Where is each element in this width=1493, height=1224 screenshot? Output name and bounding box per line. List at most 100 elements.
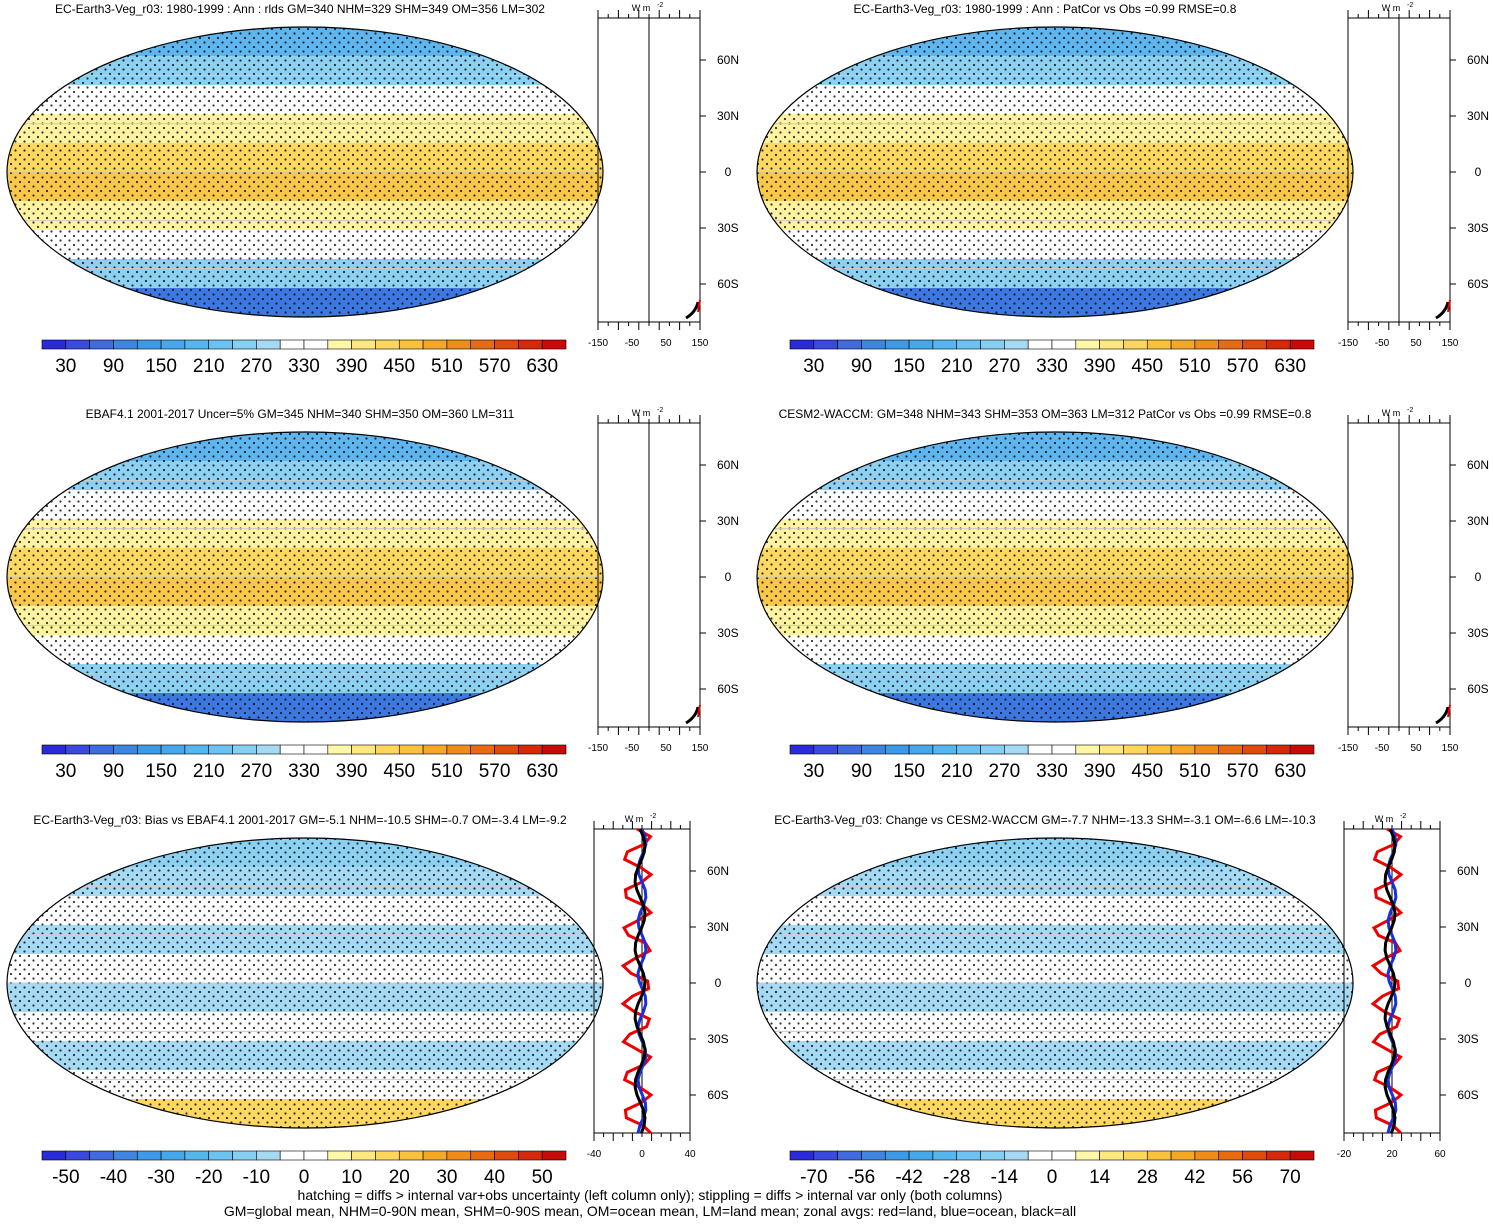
colorbar-label: 510 [1179,761,1211,782]
zonal-curve [633,828,647,1134]
colorbar-box [303,744,329,755]
colorbar-box [813,1150,838,1161]
colorbar-box [327,339,352,350]
lat-label: 60S [717,682,738,696]
colorbar-box [813,744,838,755]
colorbar-label: 0 [1047,1167,1058,1188]
colorbar-box [232,339,257,350]
colorbar-box [1075,1150,1100,1161]
map [7,432,603,722]
zonal-x-tick-label: -150 [588,743,608,754]
colorbar-label: 90 [103,761,124,782]
zonal-x-tick-label: 40 [684,1149,696,1160]
colorbar-box [113,744,138,755]
colorbar-label: 450 [1131,356,1163,377]
colorbar-box [837,339,862,350]
lat-label: 60N [717,458,739,472]
colorbar-box [494,1150,519,1161]
colorbar-box [184,744,210,755]
colorbar-label: -70 [800,1167,827,1188]
colorbar-box [446,339,472,350]
colorbar-box [1218,1150,1243,1161]
lat-label: 30S [707,1032,728,1046]
colorbar-box [884,744,910,755]
colorbar-label: 150 [893,356,925,377]
colorbar-box [160,744,186,755]
colorbar-label: 42 [1184,1167,1205,1188]
colorbar-box [956,339,981,350]
zonal-x-tick-label: -150 [588,338,608,349]
colorbar-label: 570 [479,761,511,782]
zonal-x-tick-label: 50 [1410,338,1422,349]
zonal-curve [1447,299,1451,313]
lat-label: 0 [1465,976,1472,990]
colorbar-label: 30 [55,761,76,782]
panel: EC-Earth3-Veg_r03: Change vs CESM2-WACCM… [756,813,1479,1188]
zonal-x-tick-label: 150 [692,743,709,754]
colorbar-box [1004,744,1029,755]
map-border [6,431,604,723]
colorbar-label: 630 [1274,761,1306,782]
colorbar-box [113,339,138,350]
colorbar-box [256,339,281,350]
footer-line: GM=global mean, NHM=0-90N mean, SHM=0-90… [224,1203,1076,1219]
lat-label: 30N [1467,109,1489,123]
colorbar-label: 40 [484,1167,505,1188]
colorbar-box [1004,339,1029,350]
colorbar-box [89,1150,114,1161]
colorbar-label: 150 [145,356,177,377]
colorbar-label: 510 [1179,356,1211,377]
colorbar-box [884,339,910,350]
colorbar-label: 390 [336,761,368,782]
colorbar-box [980,1150,1005,1161]
colorbar-box [89,744,114,755]
colorbar-label: 450 [383,356,415,377]
panel: EBAF4.1 2001-2017 Uncer=5% GM=345 NHM=34… [6,407,739,782]
colorbar-label: 28 [1137,1167,1158,1188]
colorbar-box [422,744,448,755]
panel-title: EBAF4.1 2001-2017 Uncer=5% GM=345 NHM=34… [86,407,515,421]
colorbar-box [351,1150,376,1161]
zonal-unit-exp: -2 [657,407,663,414]
zonal-x-tick-label: 60 [1434,1149,1446,1160]
lat-label: 60S [707,1088,728,1102]
colorbar-label: 270 [241,356,273,377]
colorbar-box [398,1150,424,1161]
colorbar-label: 30 [803,761,824,782]
colorbar-box [303,339,329,350]
colorbar-box [1242,744,1267,755]
colorbar-box [470,339,495,350]
colorbar-box [1266,744,1291,755]
map [757,27,1353,317]
colorbar-box [256,744,281,755]
colorbar-label: 630 [526,761,558,782]
zonal-curve [697,704,701,718]
zonal-unit: W m [1382,3,1401,13]
colorbar-box [279,744,305,755]
colorbar-label: 90 [851,761,872,782]
lat-label: 30S [1467,626,1488,640]
colorbar-box [1123,744,1148,755]
colorbar-box [279,339,305,350]
colorbar-box [494,744,519,755]
colorbar-label: 510 [431,761,463,782]
colorbar-label: -40 [100,1167,127,1188]
colorbar-box [518,744,543,755]
colorbar-box [1123,1150,1148,1161]
colorbar-label: 630 [1274,356,1306,377]
colorbar-box [1289,339,1315,350]
zonal-x-tick-label: 50 [660,743,672,754]
colorbar-label: 270 [241,761,273,782]
colorbar-box [41,339,67,350]
zonal-x-tick-label: 20 [1386,1149,1398,1160]
colorbar-box [375,744,400,755]
lat-label: 60N [717,53,739,67]
colorbar-box [541,339,567,350]
panel-title: EC-Earth3-Veg_r03: 1980-1999 : Ann : rld… [55,2,545,16]
map-border [756,26,1354,318]
panel: EC-Earth3-Veg_r03: 1980-1999 : Ann : Pat… [756,2,1489,377]
panel: EC-Earth3-Veg_r03: 1980-1999 : Ann : rld… [6,2,739,377]
map [7,838,603,1128]
colorbar-box [446,744,472,755]
map-border [6,26,604,318]
